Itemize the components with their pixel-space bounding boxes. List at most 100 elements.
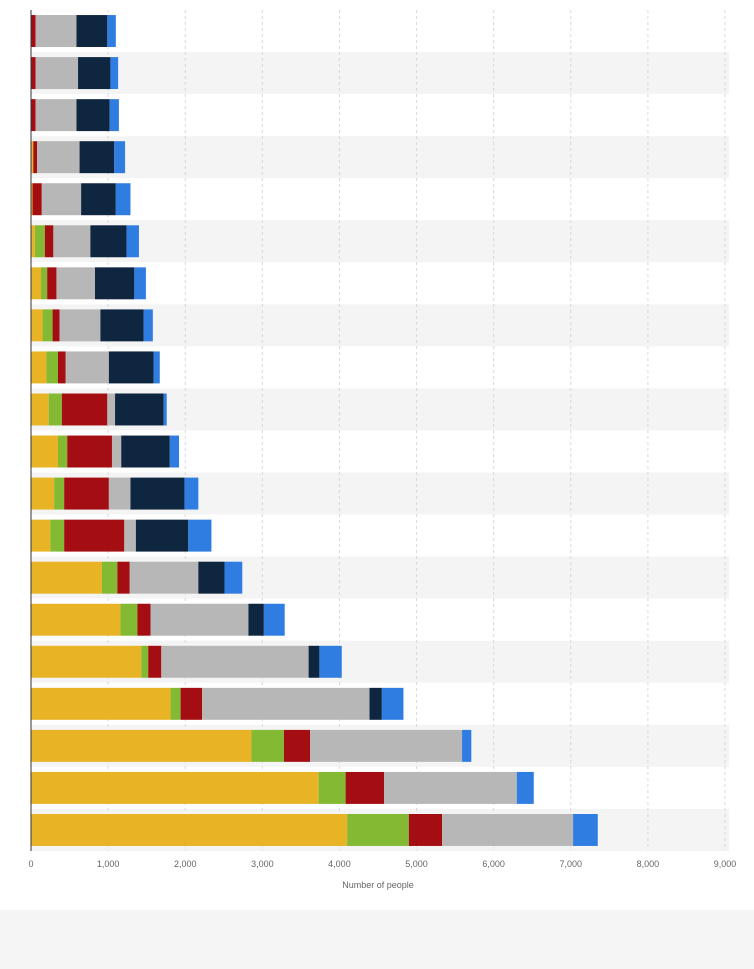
bar-segment [108, 477, 131, 510]
bar-segment [95, 267, 135, 300]
x-tick-label: 4,000 [328, 859, 351, 869]
bar-segment [31, 141, 34, 174]
bar-segment [59, 309, 101, 342]
bar-segment [442, 813, 574, 846]
bar-segment [115, 183, 131, 216]
bar-segment [180, 687, 203, 720]
bar-segment [345, 771, 385, 804]
bar-segment [251, 729, 284, 762]
bar-segment [107, 15, 116, 48]
bar-segment [101, 561, 118, 594]
bar-segment [111, 435, 122, 468]
bar-segment [516, 771, 534, 804]
bar-segment [188, 519, 212, 552]
x-axis-title: Number of people [342, 880, 414, 890]
x-tick-label: 8,000 [637, 859, 660, 869]
bar-segment [79, 141, 115, 174]
bar-segment [126, 225, 139, 258]
bar-segment [318, 771, 346, 804]
bar-segment [52, 309, 60, 342]
bar-segment [381, 687, 404, 720]
bar-segment [31, 813, 348, 846]
row-band [31, 52, 729, 95]
bar-segment [41, 267, 48, 300]
bar-segment [31, 99, 36, 132]
x-tick-label: 9,000 [714, 859, 737, 869]
stacked-bar-chart: 0 1,000 2,000 3,000 4,000 5,000 6,000 7,000 8,00… [28, 10, 737, 890]
bar-segment [42, 309, 53, 342]
bar-segment [31, 729, 252, 762]
bar-segment [31, 687, 171, 720]
bar-segment [120, 603, 138, 636]
bar-segment [114, 141, 126, 174]
bar-segment [46, 351, 58, 384]
bar-segment [31, 477, 55, 510]
bar-segment [31, 309, 43, 342]
bar-segment [31, 225, 35, 258]
bar-segment [184, 477, 199, 510]
row-band [31, 10, 729, 53]
bar-segment [308, 645, 320, 678]
bar-segment [31, 519, 51, 552]
x-tick-label: 2,000 [174, 859, 197, 869]
bar-segment [50, 519, 65, 552]
bar-segment [108, 351, 154, 384]
bar-segment [31, 183, 33, 216]
bar-segment [121, 435, 170, 468]
bar-segment [33, 141, 38, 174]
bar-segment [462, 729, 472, 762]
bar-segment [161, 645, 309, 678]
bar-segment [129, 561, 199, 594]
bar-segment [148, 645, 162, 678]
bar-segment [31, 351, 47, 384]
x-tick-label: 7,000 [560, 859, 583, 869]
bar-segment [31, 771, 319, 804]
bar-segment [47, 267, 57, 300]
bar-segment [53, 225, 91, 258]
bar-segment [134, 267, 146, 300]
bar-segment [107, 393, 116, 426]
bar-segment [57, 435, 68, 468]
bar-segment [31, 57, 36, 90]
row-band [31, 262, 729, 305]
chart-card: 0 1,000 2,000 3,000 4,000 5,000 6,000 7,000 8,00… [28, 10, 737, 890]
row-band [31, 94, 729, 137]
bar-segment [384, 771, 517, 804]
bar-segment [283, 729, 311, 762]
bar-segment [67, 435, 112, 468]
bar-segment [57, 351, 66, 384]
bar-segment [115, 393, 164, 426]
bar-segment [369, 687, 382, 720]
bar-segment [61, 393, 108, 426]
bar-segment [263, 603, 285, 636]
bar-segment [35, 99, 77, 132]
row-bands [31, 10, 729, 851]
bar-segment [573, 813, 598, 846]
bar-segment [41, 183, 82, 216]
bar-segment [408, 813, 443, 846]
bar-segment [110, 57, 119, 90]
bar-segment [31, 393, 49, 426]
x-tick-label: 6,000 [482, 859, 505, 869]
bar-segment [81, 183, 116, 216]
bar-segment [64, 519, 125, 552]
bar-segment [76, 99, 110, 132]
bar-segment [64, 477, 109, 510]
bar-segment [37, 141, 80, 174]
x-tick-label: 1,000 [97, 859, 120, 869]
x-tick-label: 3,000 [251, 859, 274, 869]
bar-segment [169, 435, 180, 468]
bar-segment [31, 15, 36, 48]
bar-segment [109, 99, 119, 132]
bar-segment [100, 309, 144, 342]
bar-segment [78, 57, 111, 90]
bar-segment [153, 351, 160, 384]
bar-segment [65, 351, 109, 384]
bar-segment [76, 15, 108, 48]
bar-segment [170, 687, 181, 720]
bar-segment [34, 225, 45, 258]
bar-segment [90, 225, 127, 258]
bar-segment [137, 603, 151, 636]
bar-segment [202, 687, 370, 720]
bar-segment [35, 57, 79, 90]
